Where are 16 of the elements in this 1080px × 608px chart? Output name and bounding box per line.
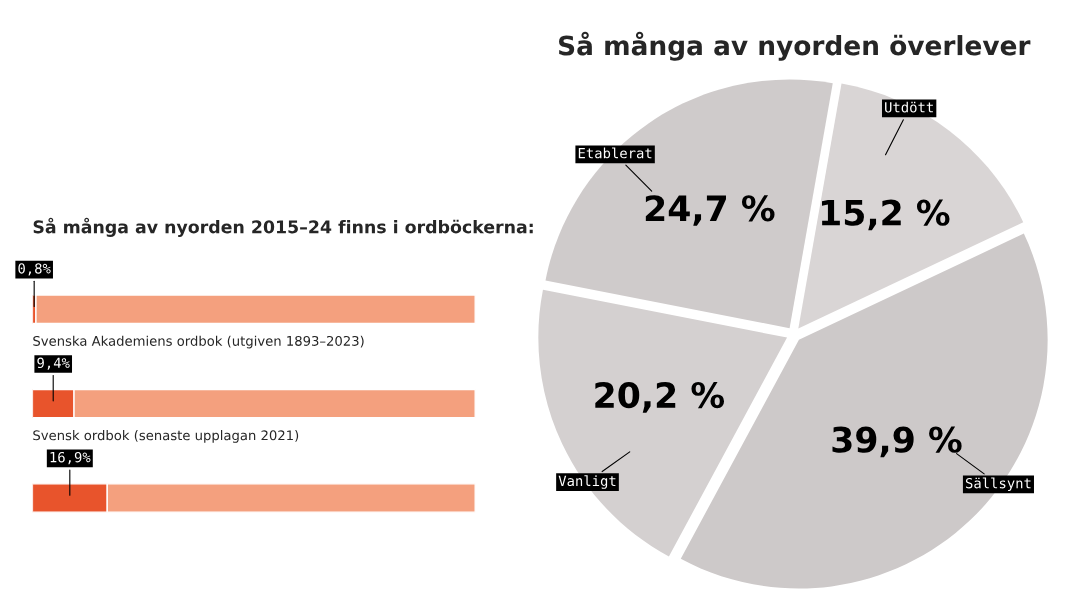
slice-label: Etablerat [578,147,652,159]
data-label: 20,2 % [595,381,725,413]
category-label: Svenska Akademiens ordbok (utgiven 1893–2023) [33,335,364,349]
data-label: 24,7 % [645,195,775,226]
slice-label: Sällsynt [965,477,1031,492]
data-label: 9,4% [37,357,70,370]
category-label: Svensk ordbok (senaste upplagan 2021) [33,430,299,443]
bar [35,294,476,325]
data-label: 0,8% [18,263,51,276]
slice-label: Vanligt [558,475,616,489]
data-label: 39,9 % [832,426,962,458]
chart-title: Så många av nyorden 2015–24 finns i ordböckerna: [33,217,533,237]
chart-title: Så många av nyorden överlever [559,31,1031,61]
data-label: 15,2 % [822,199,950,231]
data-label: 16,9% [50,451,91,465]
slice-label: Utdött [885,101,933,113]
